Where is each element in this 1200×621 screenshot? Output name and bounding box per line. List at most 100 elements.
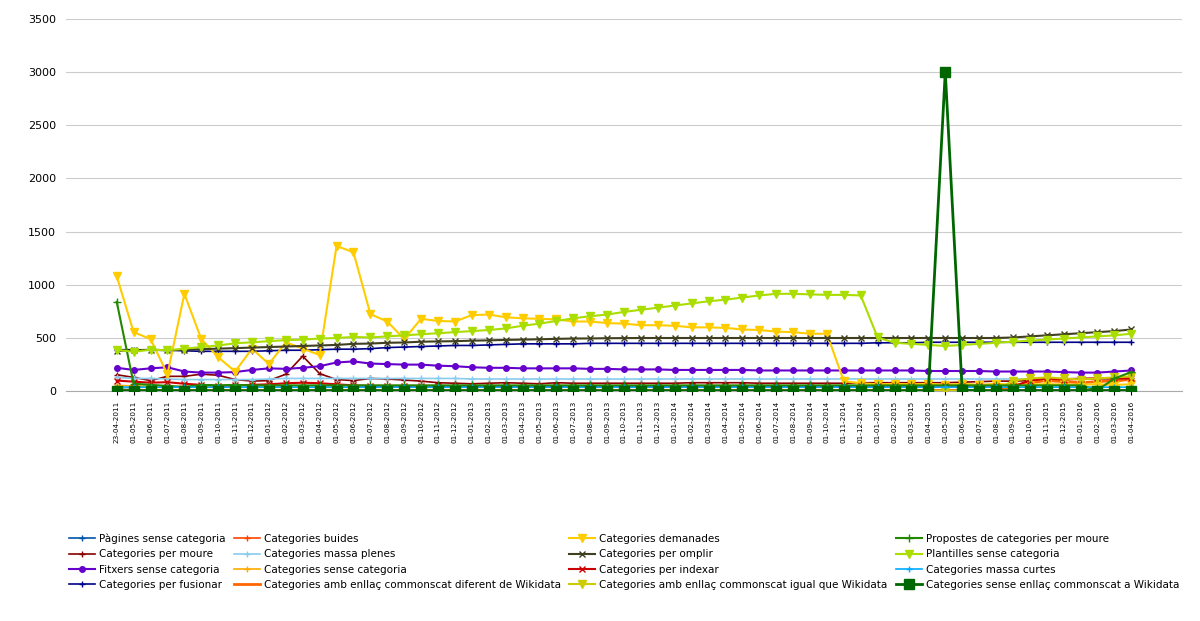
- Categories massa plenes: [667, 375, 682, 383]
- Categories per moure: [295, 352, 310, 360]
- Plantilles sense categoria: [329, 334, 343, 342]
- Categories massa curtes: [364, 383, 378, 391]
- Propostes de categories per moure: [109, 298, 124, 306]
- Categories per moure: [684, 379, 698, 386]
- Categories buides: [481, 387, 496, 394]
- Categories amb enllaç commonscat diferent de Wikidata: [347, 387, 361, 394]
- Categories per moure: [464, 380, 479, 388]
- Categories demanades: [481, 311, 496, 319]
- Categories amb enllaç commonscat igual que Wikidata: [989, 387, 1003, 394]
- Propostes de categories per moure: [312, 382, 326, 389]
- Categories buides: [1006, 387, 1020, 394]
- Line: Categories sense enllaç commonscat a Wikidata: Categories sense enllaç commonscat a Wik…: [112, 67, 1136, 396]
- Categories sense categoria: [481, 383, 496, 391]
- Line: Fitxers sense categoria: Fitxers sense categoria: [114, 359, 1134, 375]
- Line: Categories massa curtes: Categories massa curtes: [113, 384, 1135, 391]
- Categories sense categoria: [364, 383, 378, 390]
- Categories per fusionar: [667, 340, 682, 347]
- Categories massa curtes: [1124, 383, 1139, 391]
- Categories per omplir: [312, 342, 326, 349]
- Categories demanades: [938, 381, 953, 389]
- Categories demanades: [736, 326, 750, 333]
- Plantilles sense categoria: [769, 290, 784, 297]
- Line: Plantilles sense categoria: Plantilles sense categoria: [113, 289, 1135, 356]
- Categories sense enllaç commonscat a Wikidata: [312, 387, 326, 394]
- Categories per fusionar: [109, 346, 124, 353]
- Categories amb enllaç commonscat diferent de Wikidata: [650, 387, 665, 394]
- Categories buides: [364, 387, 378, 394]
- Categories massa plenes: [364, 374, 378, 382]
- Pàgines sense categoria: [109, 386, 124, 393]
- Line: Categories demanades: Categories demanades: [113, 242, 1135, 389]
- Categories per indexar: [1006, 383, 1020, 390]
- Categories massa plenes: [329, 374, 343, 382]
- Categories demanades: [109, 273, 124, 280]
- Plantilles sense categoria: [126, 348, 140, 356]
- Categories per indexar: [312, 379, 326, 387]
- Line: Categories per indexar: Categories per indexar: [113, 375, 1135, 390]
- Categories amb enllaç commonscat igual que Wikidata: [109, 387, 124, 394]
- Categories demanades: [1022, 381, 1037, 388]
- Categories amb enllaç commonscat diferent de Wikidata: [464, 387, 479, 394]
- Categories amb enllaç commonscat diferent de Wikidata: [1124, 376, 1139, 383]
- Line: Pàgines sense categoria: Pàgines sense categoria: [113, 386, 1135, 394]
- Categories per moure: [1124, 374, 1139, 382]
- Categories per indexar: [347, 382, 361, 389]
- Pàgines sense categoria: [481, 386, 496, 394]
- Categories massa curtes: [736, 383, 750, 391]
- Categories per fusionar: [481, 341, 496, 348]
- Categories per fusionar: [922, 338, 936, 346]
- Pàgines sense categoria: [1124, 386, 1139, 394]
- Categories per moure: [329, 376, 343, 383]
- Categories amb enllaç commonscat igual que Wikidata: [1124, 373, 1139, 380]
- Plantilles sense categoria: [667, 302, 682, 309]
- Categories massa plenes: [109, 374, 124, 381]
- Categories sense categoria: [1006, 383, 1020, 391]
- Categories amb enllaç commonscat igual que Wikidata: [312, 387, 326, 394]
- Plantilles sense categoria: [1022, 337, 1037, 345]
- Categories sense enllaç commonscat a Wikidata: [650, 387, 665, 394]
- Categories sense enllaç commonscat a Wikidata: [938, 68, 953, 76]
- Categories massa plenes: [1124, 375, 1139, 383]
- Categories massa plenes: [178, 376, 192, 383]
- Categories massa curtes: [1006, 383, 1020, 391]
- Categories per indexar: [1039, 374, 1054, 382]
- Categories per omplir: [989, 334, 1003, 342]
- Pàgines sense categoria: [736, 386, 750, 394]
- Plantilles sense categoria: [481, 326, 496, 333]
- Categories per indexar: [667, 383, 682, 390]
- Categories buides: [667, 387, 682, 394]
- Line: Categories buides: Categories buides: [113, 387, 1135, 394]
- Categories per omplir: [719, 334, 733, 342]
- Categories amb enllaç commonscat diferent de Wikidata: [719, 387, 733, 394]
- Categories buides: [736, 387, 750, 394]
- Categories per fusionar: [194, 348, 209, 355]
- Categories per indexar: [1124, 374, 1139, 382]
- Propostes de categories per moure: [719, 382, 733, 389]
- Line: Categories per moure: Categories per moure: [113, 353, 1135, 388]
- Categories massa curtes: [481, 383, 496, 391]
- Categories massa curtes: [109, 383, 124, 391]
- Categories amb enllaç commonscat igual que Wikidata: [719, 387, 733, 394]
- Categories amb enllaç commonscat diferent de Wikidata: [109, 387, 124, 394]
- Plantilles sense categoria: [109, 346, 124, 353]
- Categories sense categoria: [329, 382, 343, 389]
- Categories per moure: [364, 374, 378, 382]
- Categories massa plenes: [736, 375, 750, 383]
- Categories sense enllaç commonscat a Wikidata: [464, 387, 479, 394]
- Fitxers sense categoria: [684, 366, 698, 374]
- Fitxers sense categoria: [1124, 367, 1139, 374]
- Categories demanades: [329, 242, 343, 250]
- Categories per fusionar: [364, 345, 378, 352]
- Categories per omplir: [464, 337, 479, 345]
- Plantilles sense categoria: [1124, 330, 1139, 337]
- Categories demanades: [667, 322, 682, 330]
- Categories per omplir: [650, 334, 665, 342]
- Categories amb enllaç commonscat igual que Wikidata: [347, 387, 361, 394]
- Categories per fusionar: [736, 340, 750, 347]
- Categories per indexar: [464, 383, 479, 390]
- Line: Categories massa plenes: Categories massa plenes: [113, 374, 1135, 383]
- Categories per moure: [109, 371, 124, 378]
- Pàgines sense categoria: [194, 386, 209, 394]
- Categories amb enllaç commonscat igual que Wikidata: [650, 387, 665, 394]
